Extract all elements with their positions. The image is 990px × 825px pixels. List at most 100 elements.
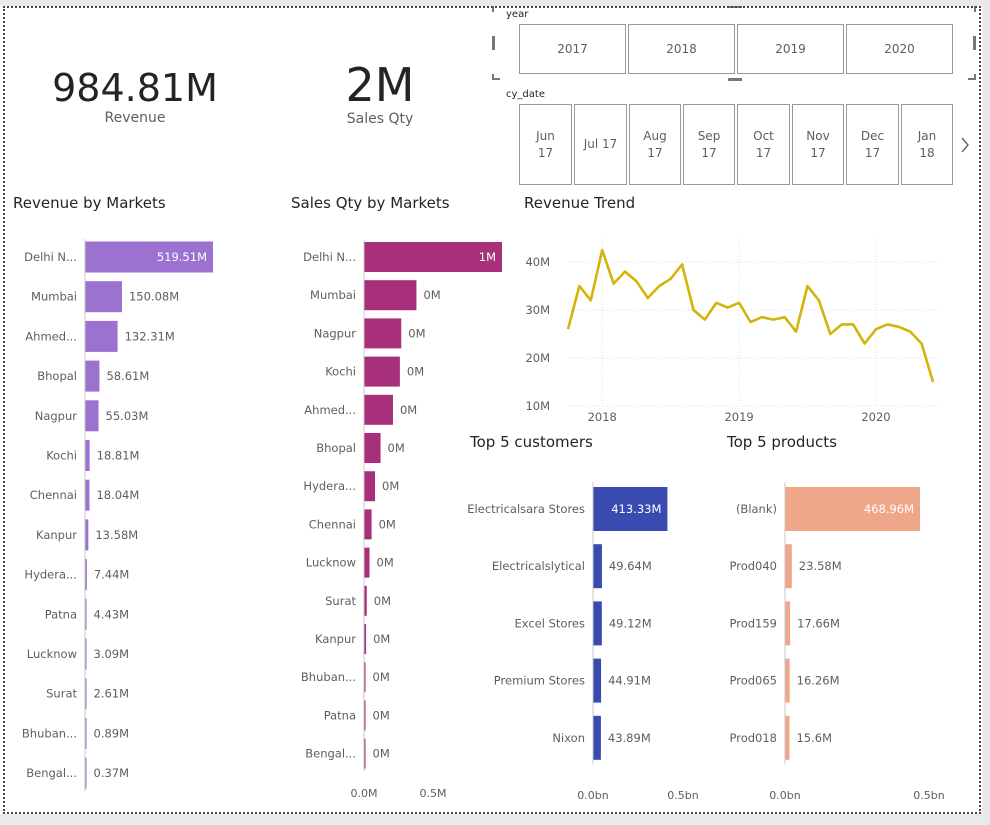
data-label: 519.51M xyxy=(157,250,207,264)
data-label: 0.89M xyxy=(94,726,130,740)
revenue-kpi-card[interactable]: 984.81M Revenue xyxy=(40,62,230,152)
date-option-label: Aug 17 xyxy=(643,128,667,160)
category-label: Bengal... xyxy=(305,747,356,761)
category-label: Chennai xyxy=(309,517,356,531)
date-slicer-title: cy_date xyxy=(506,89,545,100)
y-tick-label: 20M xyxy=(525,351,550,365)
bar xyxy=(593,487,668,531)
date-option-label: Sep 17 xyxy=(697,128,721,160)
sales-qty-by-markets-title: Sales Qty by Markets xyxy=(291,194,450,212)
year-option-2020[interactable]: 2020 xyxy=(846,24,953,74)
date-option-label: Dec 17 xyxy=(860,128,885,160)
category-label: Delhi N... xyxy=(303,250,356,264)
revenue-by-markets-title: Revenue by Markets xyxy=(13,194,166,212)
y-tick-label: 30M xyxy=(525,303,550,317)
bar xyxy=(593,715,601,760)
bar xyxy=(85,678,87,710)
sales-qty-kpi-value: 2M xyxy=(345,58,415,112)
chevron-right-icon[interactable] xyxy=(956,134,974,156)
category-label: Ahmed... xyxy=(25,329,77,343)
data-label: 18.04M xyxy=(96,488,139,502)
x-tick-label: 2018 xyxy=(588,410,617,424)
bar xyxy=(593,658,602,703)
category-label: Bhuban... xyxy=(301,670,356,684)
year-option-2017[interactable]: 2017 xyxy=(519,24,626,74)
year-option-label: 2020 xyxy=(884,41,915,56)
year-slicer-title: year xyxy=(506,9,529,20)
category-label: Mumbai xyxy=(310,288,356,302)
category-label: Nagpur xyxy=(314,326,357,340)
data-label: 0M xyxy=(423,288,440,302)
x-tick-label: 0.0bn xyxy=(769,789,800,802)
sales-qty-by-markets-chart[interactable]: Delhi N... 1M Mumbai 0M Nagpur 0M Kochi 0M Ahmed… xyxy=(280,230,515,805)
bar xyxy=(364,433,381,463)
date-option-oct-17[interactable]: Oct 17 xyxy=(737,104,790,185)
bar xyxy=(785,715,790,760)
data-label: 0M xyxy=(373,747,390,761)
bar xyxy=(364,509,372,540)
top5-products-chart[interactable]: (Blank) 468.96M Prod040 23.58M Prod159 17.66M… xyxy=(715,475,965,805)
category-label: Prod159 xyxy=(730,616,778,630)
revenue-by-markets-chart[interactable]: Delhi N... 519.51M Mumbai 150.08M Ahmed... 13… xyxy=(0,230,275,800)
data-label: 55.03M xyxy=(106,409,149,423)
data-label: 17.66M xyxy=(797,616,840,630)
category-label: Surat xyxy=(46,687,77,701)
bar xyxy=(85,757,87,789)
bar xyxy=(85,360,100,392)
date-option-jan-18[interactable]: Jan 18 xyxy=(901,104,953,185)
data-label: 49.12M xyxy=(609,616,652,630)
data-label: 0M xyxy=(374,594,391,608)
category-label: Excel Stores xyxy=(514,616,585,630)
top5-products-title: Top 5 products xyxy=(727,433,837,451)
category-label: Kanpur xyxy=(315,632,356,646)
category-label: Delhi N... xyxy=(24,250,77,264)
date-option-label: Nov 17 xyxy=(806,128,830,160)
data-label: 0M xyxy=(373,708,390,722)
x-tick-label: 0.0M xyxy=(351,787,378,800)
category-label: Kochi xyxy=(325,365,356,379)
category-label: Nixon xyxy=(552,731,585,745)
date-option-label: Oct 17 xyxy=(753,128,774,160)
category-label: Bengal... xyxy=(26,766,77,780)
data-label: 18.81M xyxy=(97,449,140,463)
sales-qty-kpi-card[interactable]: 2M Sales Qty xyxy=(300,58,460,152)
bar xyxy=(785,601,791,646)
category-label: Patna xyxy=(324,708,356,722)
date-option-dec-17[interactable]: Dec 17 xyxy=(846,104,899,185)
category-label: Mumbai xyxy=(31,290,77,304)
year-option-2019[interactable]: 2019 xyxy=(737,24,844,74)
x-tick-label: 0.5bn xyxy=(913,789,944,802)
category-label: Lucknow xyxy=(27,647,77,661)
bar xyxy=(85,400,99,432)
bar xyxy=(364,318,402,349)
category-label: Premium Stores xyxy=(494,674,585,688)
data-label: 0M xyxy=(373,632,390,646)
category-label: Kanpur xyxy=(36,528,77,542)
category-label: (Blank) xyxy=(736,502,777,516)
data-label: 0.37M xyxy=(94,766,130,780)
data-label: 0M xyxy=(388,441,405,455)
revenue-trend-chart[interactable]: 10M 20M 30M 40M 2018 2019 2020 xyxy=(515,228,955,428)
category-label: Hydera... xyxy=(24,568,77,582)
date-option-nov-17[interactable]: Nov 17 xyxy=(792,104,844,185)
data-label: 3.09M xyxy=(94,647,130,661)
top5-customers-chart[interactable]: Electricalsara Stores 413.33M Electricalsl… xyxy=(465,475,710,805)
category-label: Bhopal xyxy=(316,441,356,455)
top5-customers-title: Top 5 customers xyxy=(470,433,593,451)
date-option-jul-17[interactable]: Jul 17 xyxy=(574,104,627,185)
data-label: 16.26M xyxy=(797,674,840,688)
bar xyxy=(364,624,367,654)
data-label: 7.44M xyxy=(94,568,130,582)
date-option-sep-17[interactable]: Sep 17 xyxy=(683,104,735,185)
data-label: 1M xyxy=(479,250,496,264)
data-label: 0M xyxy=(408,326,425,340)
bar xyxy=(85,241,213,273)
date-option-aug-17[interactable]: Aug 17 xyxy=(629,104,681,185)
data-label: 49.64M xyxy=(609,559,652,573)
category-label: Prod065 xyxy=(730,674,778,688)
category-label: Lucknow xyxy=(306,556,356,570)
year-option-2018[interactable]: 2018 xyxy=(628,24,735,74)
date-option-jun-17[interactable]: Jun 17 xyxy=(519,104,572,185)
bar xyxy=(364,700,366,731)
year-option-label: 2018 xyxy=(666,41,697,56)
